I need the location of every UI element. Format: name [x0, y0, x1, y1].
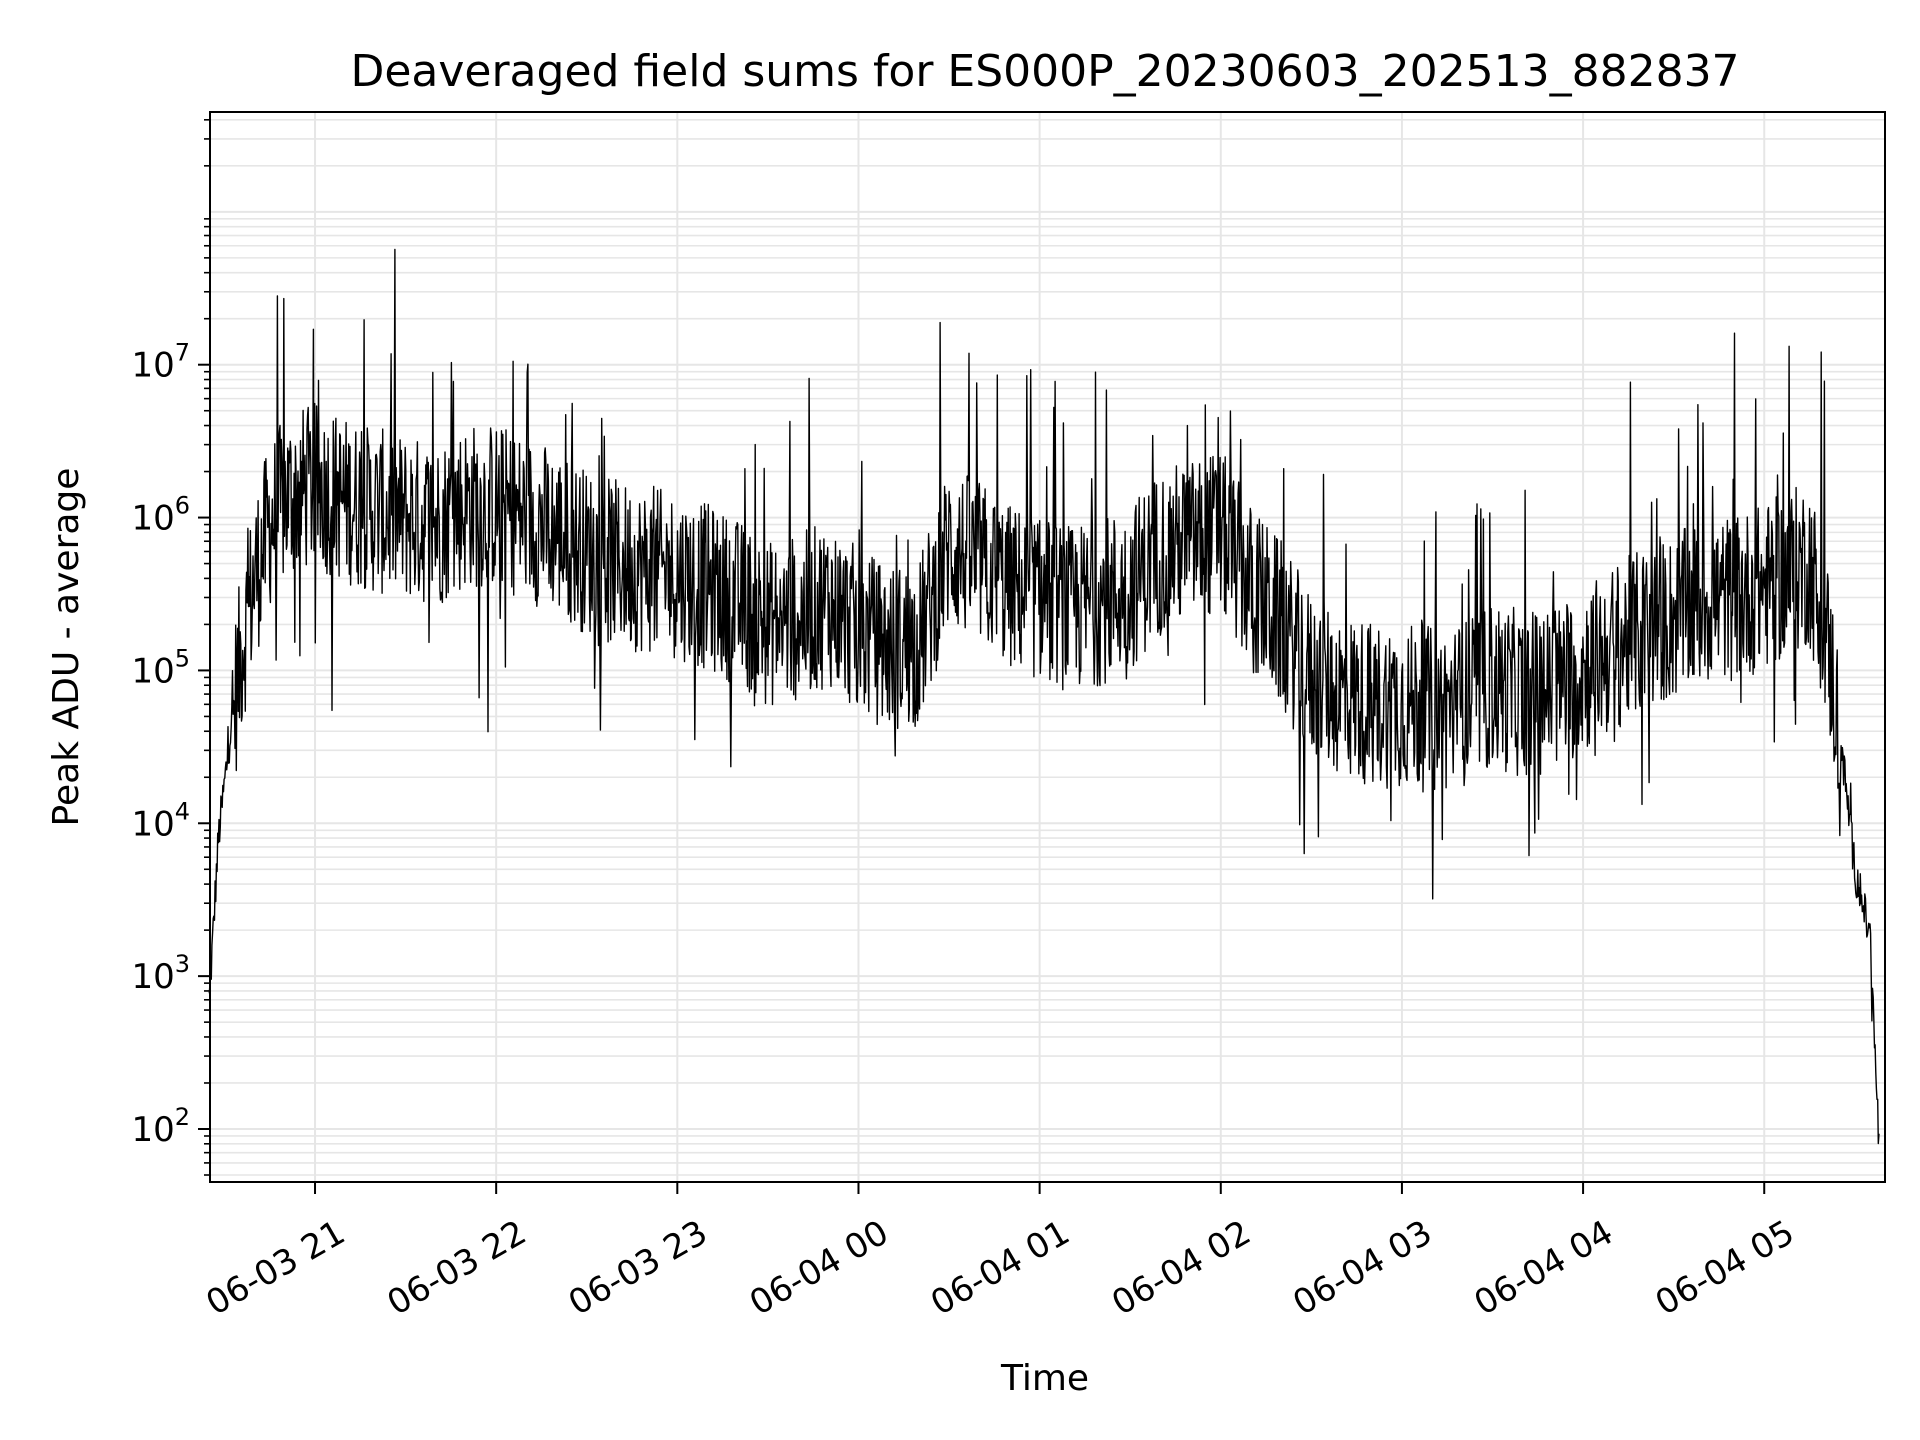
y-tick-label: 106 — [131, 492, 190, 539]
grid — [210, 112, 1885, 1182]
x-tick-label: 06-04 05 — [1649, 1213, 1801, 1324]
y-tick-exponent: 5 — [175, 644, 190, 672]
y-tick-exponent: 3 — [175, 950, 190, 978]
y-tick-base: 10 — [131, 1110, 174, 1150]
x-axis: 06-03 21 06-03 22 06-03 23 06-04 00 06-04 01… — [200, 1182, 1801, 1324]
y-tick-label: 104 — [131, 797, 190, 844]
y-tick-exponent: 7 — [175, 339, 190, 367]
y-tick-base: 10 — [131, 346, 174, 386]
y-tick-base: 10 — [131, 957, 174, 997]
series-line — [208, 248, 1880, 1145]
y-tick-base: 10 — [131, 499, 174, 539]
x-axis-label: Time — [1000, 1358, 1089, 1399]
x-tick-label: 06-04 04 — [1468, 1213, 1620, 1324]
x-tick-label: 06-03 23 — [562, 1213, 714, 1324]
y-tick-label: 107 — [131, 339, 190, 386]
plot-frame — [209, 111, 1886, 1183]
y-tick-exponent: 4 — [175, 797, 190, 825]
x-tick-label: 06-04 02 — [1105, 1213, 1257, 1324]
y-tick-exponent: 2 — [175, 1103, 190, 1131]
x-tick-label: 06-04 00 — [743, 1213, 895, 1324]
y-tick-exponent: 6 — [175, 492, 190, 520]
x-tick-label: 06-03 21 — [200, 1213, 352, 1324]
y-tick-label: 102 — [131, 1103, 190, 1150]
x-tick-label: 06-03 22 — [381, 1213, 533, 1324]
plot-area — [208, 248, 1880, 1145]
x-tick-label: 06-04 03 — [1286, 1213, 1438, 1324]
y-axis-label: Peak ADU - average — [46, 468, 87, 827]
y-tick-base: 10 — [131, 804, 174, 844]
chart-title: Deaveraged field sums for ES000P_2023060… — [350, 46, 1739, 97]
y-tick-label: 103 — [131, 950, 190, 997]
y-tick-base: 10 — [131, 651, 174, 691]
x-tick-label: 06-04 01 — [924, 1213, 1076, 1324]
y-tick-label: 105 — [131, 644, 190, 691]
